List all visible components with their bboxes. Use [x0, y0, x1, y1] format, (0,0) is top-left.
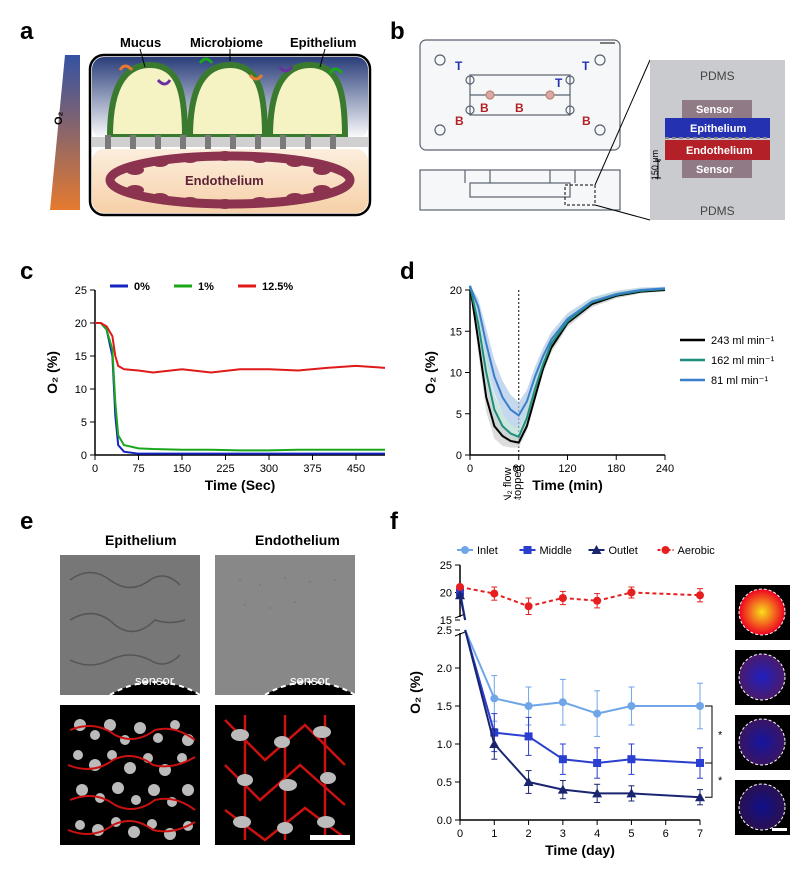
svg-text:25: 25	[75, 285, 87, 297]
svg-text:3: 3	[560, 828, 566, 840]
svg-text:10: 10	[75, 384, 87, 396]
svg-text:180: 180	[607, 463, 625, 475]
svg-text:B: B	[480, 101, 489, 115]
svg-text:450: 450	[347, 463, 365, 475]
pdms-top-label: PDMS	[700, 69, 735, 83]
svg-text:5: 5	[456, 409, 462, 421]
svg-text:20: 20	[440, 588, 452, 600]
svg-text:O₂ (%): O₂ (%)	[44, 351, 60, 394]
svg-text:2: 2	[526, 828, 532, 840]
svg-text:T: T	[455, 59, 463, 73]
panel-c-label: c	[20, 258, 33, 286]
svg-text:2: 2	[740, 653, 746, 665]
panel-a-schematic: O₂	[50, 25, 380, 235]
panel-f-chart: 012345670.00.51.01.52.02.5152025Time (da…	[400, 530, 800, 890]
svg-text:1.5: 1.5	[437, 701, 452, 713]
panel-d-label: d	[400, 258, 415, 286]
epithelium-label-b: Epithelium	[690, 123, 746, 135]
panel-f-label: f	[390, 508, 398, 536]
svg-text:0: 0	[456, 450, 462, 462]
svg-text:*: *	[718, 775, 723, 787]
svg-text:15: 15	[450, 326, 462, 338]
svg-text:1: 1	[491, 828, 497, 840]
svg-text:2.0: 2.0	[437, 663, 452, 675]
svg-text:4: 4	[740, 783, 747, 795]
panel-b-label: b	[390, 18, 405, 46]
svg-text:1%: 1%	[198, 281, 214, 293]
panel-e-label: e	[20, 508, 33, 536]
microbiome-label: Microbiome	[190, 35, 263, 50]
svg-text:7: 7	[697, 828, 703, 840]
svg-text:B: B	[582, 114, 591, 128]
epi-heading: Epithelium	[105, 532, 177, 548]
svg-text:120: 120	[558, 463, 576, 475]
svg-text:0: 0	[467, 463, 473, 475]
svg-text:225: 225	[216, 463, 234, 475]
svg-text:0%: 0%	[134, 281, 150, 293]
panel-c-chart: 0 75 150 225 300 375 450 0 5 10 15 20 25 Time (Sec) O₂…	[35, 270, 395, 500]
pdms-bot-label: PDMS	[700, 204, 735, 218]
svg-text:0.0: 0.0	[437, 815, 452, 827]
svg-text:Time (Sec): Time (Sec)	[205, 477, 276, 493]
svg-text:0: 0	[92, 463, 98, 475]
svg-text:*: *	[718, 730, 723, 742]
svg-text:12.5%: 12.5%	[262, 281, 293, 293]
svg-text:15: 15	[75, 351, 87, 363]
svg-text:10: 10	[450, 368, 462, 380]
svg-text:4: 4	[594, 828, 600, 840]
endo-heading: Endothelium	[255, 532, 340, 548]
sensor-label-1: sensor	[135, 673, 175, 688]
svg-text:Outlet: Outlet	[609, 545, 638, 557]
svg-text:150: 150	[173, 463, 191, 475]
svg-text:6: 6	[663, 828, 669, 840]
mucus-label: Mucus	[120, 35, 161, 50]
svg-text:Time (day): Time (day)	[545, 842, 615, 858]
svg-text:B: B	[455, 114, 464, 128]
svg-text:stopped: stopped	[512, 465, 524, 500]
svg-text:1.0: 1.0	[437, 739, 452, 751]
svg-text:375: 375	[303, 463, 321, 475]
panel-d-chart: 06012018024005101520Time (min)O₂ (%)N₂ f…	[415, 270, 795, 500]
svg-text:T: T	[555, 76, 563, 90]
svg-text:0: 0	[81, 450, 87, 462]
o2-label: O₂	[53, 111, 65, 125]
endothelium-label-a: Endothelium	[185, 173, 264, 188]
svg-text:Aerobic: Aerobic	[678, 545, 716, 557]
svg-text:B: B	[515, 101, 524, 115]
svg-text:O₂ (%): O₂ (%)	[422, 351, 438, 394]
svg-text:20: 20	[450, 285, 462, 297]
svg-text:Sensor: Sensor	[696, 104, 734, 116]
svg-text:81 ml min⁻¹: 81 ml min⁻¹	[711, 375, 768, 387]
endothelium-label-b: Endothelium	[686, 145, 753, 157]
epithelium-label-a: Epithelium	[290, 35, 356, 50]
panel-e-images: Epithelium Endothelium sensor sensor	[40, 530, 380, 890]
svg-text:20: 20	[75, 318, 87, 330]
panel-a-label: a	[20, 18, 33, 46]
svg-text:25: 25	[440, 560, 452, 572]
svg-text:1: 1	[740, 588, 746, 600]
svg-text:75: 75	[132, 463, 144, 475]
svg-text:5: 5	[81, 417, 87, 429]
svg-text:5: 5	[628, 828, 634, 840]
panel-b-schematic: T T T B B B B PDMS PDMS Sensor Sensor Epith…	[410, 25, 790, 235]
svg-text:150 μm: 150 μm	[650, 150, 660, 180]
svg-text:T: T	[582, 59, 590, 73]
svg-text:Sensor: Sensor	[696, 164, 734, 176]
svg-text:Middle: Middle	[540, 545, 572, 557]
svg-text:3: 3	[740, 718, 746, 730]
svg-text:240: 240	[656, 463, 674, 475]
svg-text:O₂ (%): O₂ (%)	[407, 671, 423, 714]
svg-text:Inlet: Inlet	[477, 545, 498, 557]
svg-text:243 ml min⁻¹: 243 ml min⁻¹	[711, 335, 775, 347]
svg-text:15: 15	[440, 615, 452, 627]
svg-text:300: 300	[260, 463, 278, 475]
svg-text:0: 0	[457, 828, 463, 840]
svg-text:0.5: 0.5	[437, 777, 452, 789]
svg-text:162 ml min⁻¹: 162 ml min⁻¹	[711, 355, 775, 367]
svg-text:Time (min): Time (min)	[532, 477, 603, 493]
sensor-label-2: sensor	[290, 673, 330, 688]
